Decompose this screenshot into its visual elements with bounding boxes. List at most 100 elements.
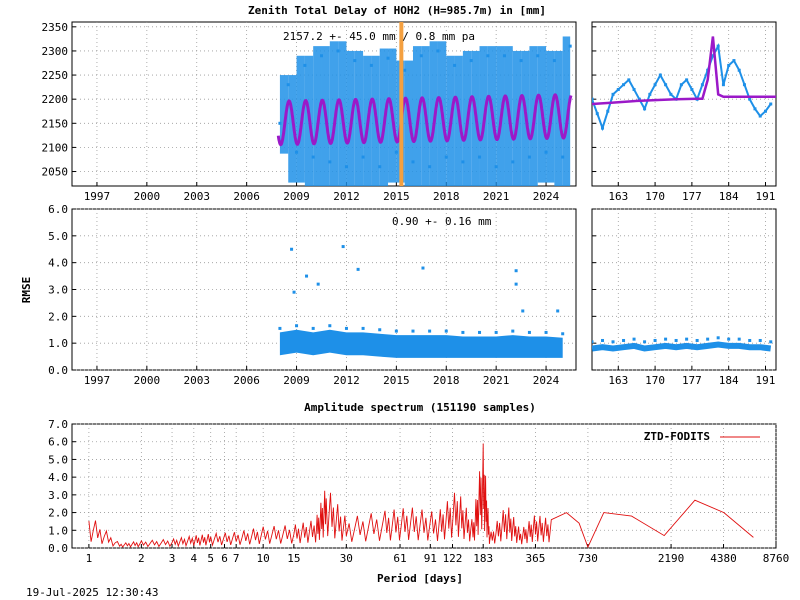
- rmse-main-ytick-label: 4.0: [48, 257, 68, 270]
- zoom-ztd-point: [595, 112, 599, 116]
- ztd-main-xtick-label: 2003: [184, 190, 211, 203]
- rmse-zoom-xtick-label: 191: [756, 374, 776, 387]
- spectrum-xtick-label: 3: [169, 552, 176, 565]
- ztd-band: [329, 41, 339, 186]
- ztd-zoom-data: [592, 36, 776, 132]
- rmse-outlier: [316, 282, 320, 286]
- rmse-zoom-point: [632, 337, 636, 341]
- rmse-main-xtick-label: 2009: [283, 374, 310, 387]
- spectrum-title: Amplitude spectrum (151190 samples): [304, 401, 536, 414]
- rmse-outlier: [514, 269, 518, 273]
- ztd-point: [544, 150, 548, 154]
- rmse-outlier: [556, 309, 560, 313]
- ztd-point: [286, 83, 290, 87]
- ztd-main-xtick-label: 2021: [483, 190, 510, 203]
- rmse-zoom-marks: 163 170 177 184 191: [592, 208, 776, 387]
- ztd-point: [536, 54, 540, 58]
- spectrum-xtick-label: 30: [340, 552, 353, 565]
- zoom-model-line: [592, 36, 776, 106]
- zoom-ztd-point: [616, 88, 620, 92]
- spectrum-ytick-label: 3.0: [48, 489, 68, 502]
- rmse-zoom-point: [601, 338, 605, 342]
- rmse-outlier: [356, 267, 360, 271]
- spectrum-xtick-label: 365: [526, 552, 546, 565]
- zoom-ztd-point: [643, 107, 647, 111]
- zoom-ztd-point: [658, 73, 662, 77]
- ztd-point: [511, 160, 515, 164]
- rmse-zoom-xtick-label: 163: [608, 374, 628, 387]
- ztd-point: [444, 155, 448, 159]
- rmse-zoom-point: [748, 338, 752, 342]
- ztd-zoom-xtick-label: 163: [608, 190, 628, 203]
- spectrum-xtick-label: 8760: [763, 552, 790, 565]
- ztd-point: [527, 155, 531, 159]
- zoom-ztd-point: [742, 83, 746, 87]
- rmse-point: [394, 329, 398, 333]
- rmse-zoom-point: [695, 338, 699, 342]
- spectrum-xtick-label: 2190: [658, 552, 685, 565]
- rmse-zoom-grid: [592, 208, 776, 371]
- rmse-zoom-point: [737, 337, 741, 341]
- title: Zenith Total Delay of HOH2 (H=985.7m) in…: [248, 4, 546, 17]
- ztd-band: [313, 46, 322, 186]
- spectrum-panel: Amplitude spectrum (151190 samples) 1 2 3 4…: [48, 401, 789, 585]
- ztd-band: [288, 75, 297, 183]
- rmse-outlier: [292, 290, 296, 294]
- ztd-annotation: 2157.2 +- 45.0 mm / 0.8 mm pa: [283, 30, 475, 43]
- rmse-outlier: [521, 309, 525, 313]
- spectrum-xtick-label: 2: [138, 552, 145, 565]
- ztd-zoom-plot-area: [591, 21, 777, 187]
- ztd-main-ytick-label: 2300: [42, 45, 69, 58]
- rmse-zoom-point: [653, 338, 657, 342]
- rmse-zoom-point: [706, 337, 710, 341]
- ztd-zoom-grid: [592, 22, 776, 186]
- rmse-zoom-xtick-label: 184: [719, 374, 739, 387]
- rmse-main-xtick-label: 2024: [533, 374, 560, 387]
- rmse-zoom-point: [727, 337, 731, 341]
- rmse-point: [278, 326, 282, 330]
- zoom-ztd-point: [690, 88, 694, 92]
- ztd-point: [453, 63, 457, 67]
- ztd-main-xtick-label: 2012: [333, 190, 360, 203]
- ztd-main-xtick-label: 1997: [84, 190, 111, 203]
- ztd-point: [502, 54, 506, 58]
- ztd-point: [344, 165, 348, 169]
- zoom-ztd-point: [669, 92, 673, 96]
- spectrum-xtick-label: 15: [287, 552, 300, 565]
- ztd-point: [361, 155, 365, 159]
- rmse-main-ytick-label: 0.0: [48, 364, 68, 377]
- spectrum-ytick-label: 6.0: [48, 436, 68, 449]
- rmse-ylabel: RMSE: [20, 277, 33, 304]
- rmse-point: [344, 326, 348, 330]
- rmse-zoom-point: [622, 338, 626, 342]
- rmse-outlier: [514, 282, 518, 286]
- rmse-outlier: [305, 274, 309, 278]
- zoom-ztd-point: [758, 114, 762, 118]
- spectrum-marks: 1 2 3 4 5 6 7 10 15 30 61 91 122 183 365 730 2190 4380 876…: [48, 418, 789, 565]
- spectrum-xtick-label: 7: [233, 552, 240, 565]
- rmse-zoom-point: [664, 337, 668, 341]
- rmse-main-ytick-label: 5.0: [48, 230, 68, 243]
- rmse-point: [428, 329, 432, 333]
- zoom-ztd-point: [592, 97, 594, 101]
- ztd-zoom-xtick-label: 177: [682, 190, 702, 203]
- ztd-point: [369, 63, 373, 67]
- ztd-point: [295, 150, 299, 154]
- timestamp: 19-Jul-2025 12:30:43: [26, 586, 158, 599]
- ztd-main-ytick-label: 2050: [42, 166, 69, 179]
- zoom-ztd-point: [769, 102, 773, 106]
- rmse-zoom-line: [592, 341, 772, 352]
- rmse-main-xtick-label: 2021: [483, 374, 510, 387]
- ztd-point: [320, 54, 324, 58]
- rmse-point: [478, 330, 482, 334]
- rmse-zoom-data: [592, 336, 773, 352]
- rmse-point: [361, 326, 365, 330]
- zoom-ztd-point: [627, 78, 631, 82]
- rmse-zoom-point: [758, 338, 762, 342]
- ztd-point: [486, 54, 490, 58]
- rmse-point: [561, 332, 565, 336]
- rmse-zoom-xtick-label: 177: [682, 374, 702, 387]
- rmse-outlier: [290, 247, 294, 251]
- rmse-main-xtick-label: 2003: [184, 374, 211, 387]
